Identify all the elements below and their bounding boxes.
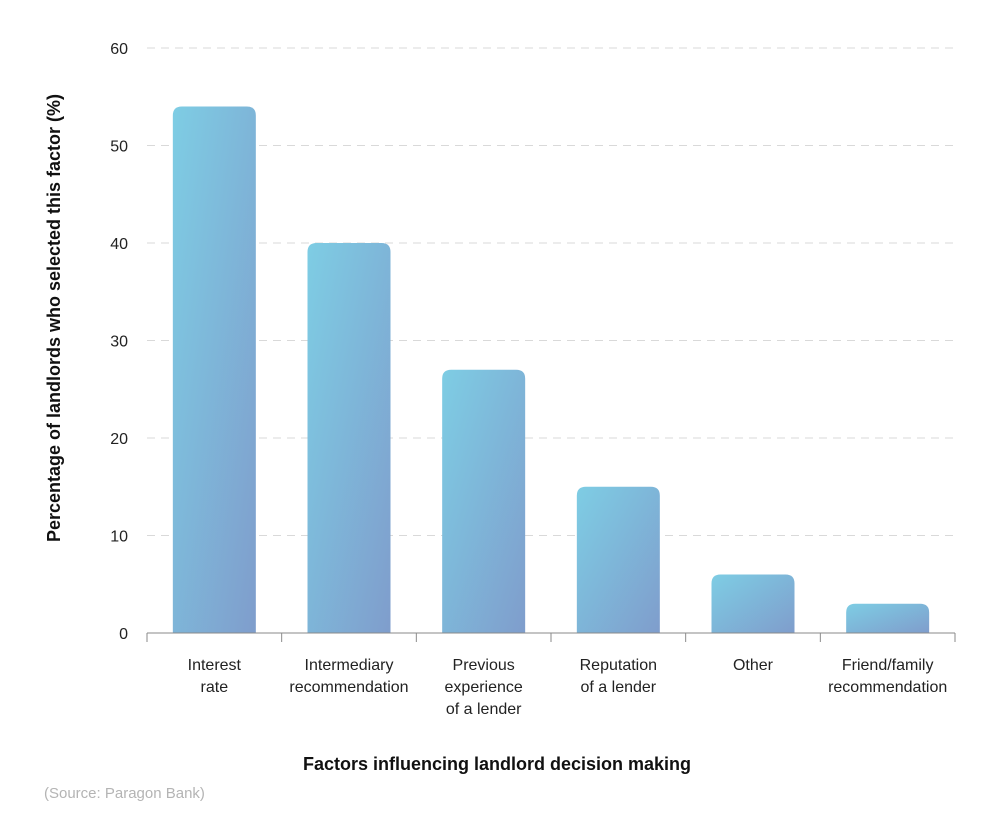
y-axis-title: Percentage of landlords who selected thi… [44, 94, 64, 542]
y-tick-labels: 0 10 20 30 40 50 60 [110, 41, 128, 643]
x-axis-title: Factors influencing landlord decision ma… [303, 754, 691, 774]
x-tick-labels: Interest rate Intermediary recommendation Pr… [188, 657, 948, 718]
x-tick-label: Previous experience of a lender [445, 657, 523, 718]
bar [846, 603, 930, 633]
y-tick-label: 50 [110, 139, 128, 156]
x-tick-label: Intermediary recommendation [289, 657, 408, 696]
bars [172, 106, 930, 633]
y-tick-label: 0 [119, 626, 128, 643]
bar [576, 486, 660, 633]
gridlines [147, 47, 955, 536]
y-tick-label: 60 [110, 41, 128, 58]
bar [172, 106, 256, 633]
x-tick-label: Reputation of a lender [580, 657, 657, 696]
x-tick-label: Other [733, 657, 774, 674]
x-tick-label: Friend/family recommendation [828, 657, 947, 696]
bar [307, 243, 391, 633]
bar [711, 574, 795, 633]
x-axis [146, 632, 956, 642]
x-tick-label: Interest rate [188, 657, 242, 696]
y-tick-label: 40 [110, 236, 128, 253]
bar [442, 369, 526, 633]
source-note: (Source: Paragon Bank) [44, 785, 205, 802]
y-tick-label: 10 [110, 529, 128, 546]
y-tick-label: 20 [110, 431, 128, 448]
y-tick-label: 30 [110, 334, 128, 351]
